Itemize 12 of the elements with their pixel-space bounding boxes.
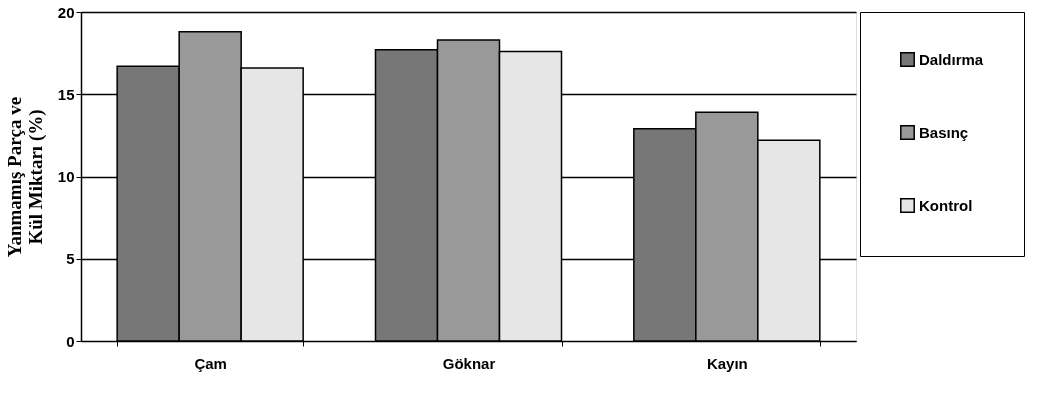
- y-tick-label: 15: [57, 85, 75, 103]
- legend-label: Kontrol: [919, 196, 973, 214]
- x-tick-label: Kayın: [706, 354, 748, 372]
- y-tick-label: 5: [66, 250, 75, 268]
- y-tick-label: 10: [57, 168, 75, 185]
- y-axis-title: Yanmamış Parça ve Kül Miktarı (%): [3, 96, 47, 258]
- y-tick-label: 20: [57, 3, 75, 21]
- legend-label: Daldırma: [919, 50, 984, 68]
- y-tick-label: 0: [66, 332, 75, 350]
- legend-label: Basınç: [919, 123, 969, 141]
- x-tick-label: Çam: [194, 354, 227, 372]
- x-tick-label: Göknar: [442, 354, 496, 372]
